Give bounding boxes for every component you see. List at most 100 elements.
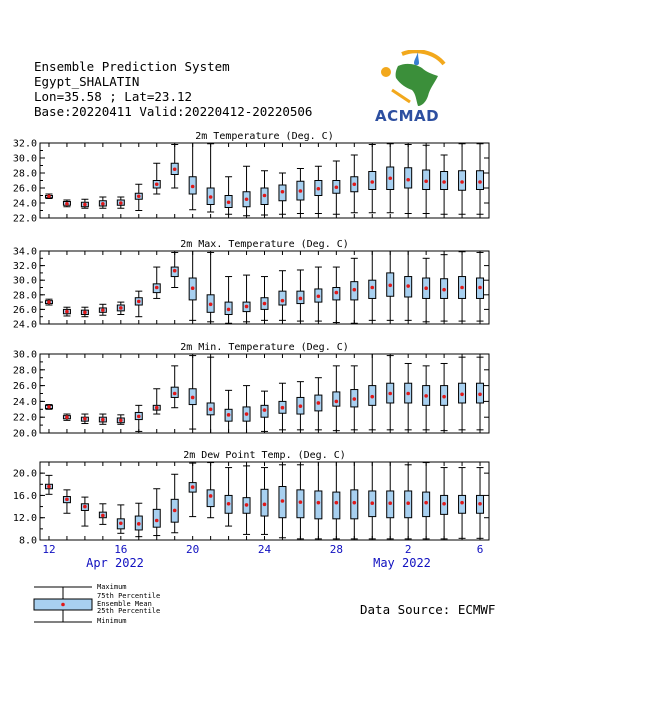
panel-title: 2m Max. Temperature (Deg. C) — [180, 239, 349, 250]
x-day-label: 28 — [330, 543, 343, 556]
mean-marker — [47, 484, 51, 489]
mean-marker — [388, 176, 393, 181]
mean-marker — [370, 180, 375, 184]
header-coordinates: Lon=35.58 ; Lat=23.12 — [34, 89, 193, 104]
mean-marker — [352, 182, 357, 187]
mean-marker — [478, 392, 482, 397]
iqr-box — [314, 490, 323, 520]
mean-marker — [262, 301, 267, 306]
iqr-box — [152, 508, 161, 528]
mean-marker — [334, 399, 339, 404]
mean-marker — [352, 287, 357, 292]
mean-marker — [83, 504, 87, 509]
mean-marker — [154, 182, 159, 187]
mean-marker — [65, 497, 69, 502]
mean-marker — [370, 501, 375, 506]
y-tick-label: 24.0 — [13, 199, 37, 210]
logo-africa — [395, 63, 438, 106]
x-month-label-may: May 2022 — [373, 556, 431, 570]
mean-marker — [119, 521, 123, 526]
logo-arc — [401, 50, 446, 66]
mean-marker — [172, 167, 177, 172]
legend-label: 75th Percentile — [97, 592, 160, 600]
legend-label: Ensemble Mean — [97, 600, 152, 608]
x-day-label: 20 — [186, 543, 199, 556]
mean-marker — [388, 391, 393, 396]
mean-marker — [244, 304, 249, 309]
iqr-box — [278, 290, 287, 306]
panel-4 — [39, 461, 490, 541]
mean-marker — [47, 194, 51, 199]
y-tick-label: 20.0 — [13, 469, 37, 480]
iqr-box — [332, 491, 341, 520]
mean-marker — [460, 180, 464, 184]
mean-marker — [226, 501, 231, 506]
y-tick-label: 26.0 — [13, 381, 37, 392]
data-source: Data Source: ECMWF — [360, 602, 496, 617]
y-tick-label: 20.0 — [13, 429, 37, 440]
mean-marker — [226, 413, 231, 417]
y-tick-label: 28.0 — [13, 169, 37, 180]
header-block: Ensemble Prediction System Egypt_SHALATI… — [34, 59, 312, 119]
x-month-label-apr: Apr 2022 — [86, 556, 144, 570]
mean-marker — [208, 195, 213, 199]
mean-marker — [388, 501, 393, 506]
mean-marker — [47, 300, 51, 304]
mean-marker — [190, 184, 195, 189]
mean-marker — [316, 186, 321, 191]
iqr-box — [404, 167, 413, 189]
mean-marker — [190, 485, 195, 489]
mean-marker — [262, 408, 267, 412]
header-station: Egypt_SHALATIN — [34, 74, 140, 89]
mean-marker — [334, 290, 339, 295]
mean-marker — [119, 201, 123, 205]
mean-marker — [101, 201, 105, 206]
mean-marker — [316, 294, 321, 299]
y-tick-label: 30.0 — [13, 154, 37, 165]
x-day-label: 6 — [477, 543, 484, 556]
panel-2 — [39, 250, 490, 325]
y-tick-label: 16.0 — [13, 491, 37, 502]
mean-marker — [478, 285, 482, 290]
iqr-box — [368, 279, 377, 299]
mean-marker — [442, 287, 446, 292]
mean-marker — [172, 268, 177, 273]
mean-marker — [190, 286, 195, 291]
mean-marker — [101, 513, 105, 518]
header-system: Ensemble Prediction System — [34, 59, 230, 74]
iqr-box — [476, 170, 485, 190]
mean-marker — [280, 499, 285, 503]
mean-marker — [244, 503, 249, 507]
y-tick-label: 8.0 — [19, 536, 37, 547]
y-tick-label: 22.0 — [13, 413, 37, 424]
header-base-valid: Base:20220411 Valid:20220412-20220506 — [34, 104, 313, 119]
mean-marker — [208, 302, 213, 307]
mean-marker — [280, 405, 285, 410]
mean-marker — [154, 518, 159, 523]
mean-marker — [65, 309, 69, 314]
mean-marker — [65, 415, 69, 420]
y-tick-label: 24.0 — [13, 320, 37, 331]
mean-marker — [316, 500, 321, 505]
mean-marker — [442, 180, 446, 184]
mean-marker — [208, 494, 213, 498]
y-tick-label: 26.0 — [13, 305, 37, 316]
y-tick-label: 24.0 — [13, 397, 37, 408]
mean-marker — [442, 501, 446, 506]
legend-label: Minimum — [97, 617, 127, 625]
mean-marker — [262, 193, 267, 198]
x-day-label: 24 — [258, 543, 272, 556]
mean-marker — [262, 502, 267, 507]
mean-marker — [298, 500, 303, 504]
legend-label: Maximum — [97, 583, 127, 591]
mean-marker — [119, 418, 123, 423]
mean-marker — [352, 500, 357, 505]
mean-marker — [136, 299, 141, 304]
x-day-label: 2 — [405, 543, 412, 556]
y-tick-label: 32.0 — [13, 261, 37, 272]
acmad-logo — [381, 50, 446, 106]
mean-marker — [406, 391, 410, 396]
mean-marker — [154, 285, 159, 290]
mean-marker — [370, 394, 375, 399]
